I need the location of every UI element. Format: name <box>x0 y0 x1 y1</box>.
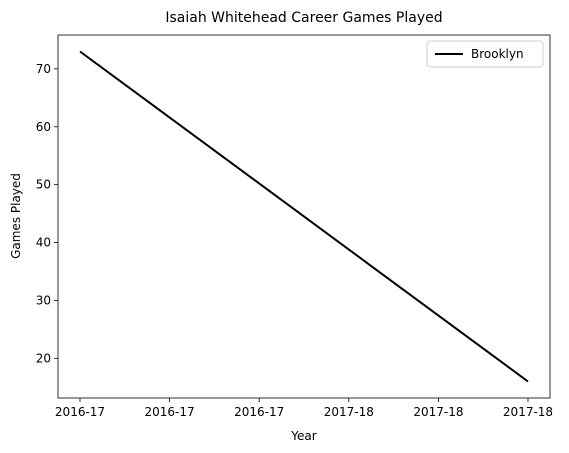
x-tick-label: 2017-18 <box>503 405 553 419</box>
y-tick-label: 70 <box>36 62 51 76</box>
x-axis-label: Year <box>290 429 316 443</box>
y-axis: 20 30 40 50 60 70 <box>36 62 58 365</box>
y-tick-label: 20 <box>36 351 51 365</box>
legend-label: Brooklyn <box>471 47 524 61</box>
x-tick-label: 2016-17 <box>145 405 195 419</box>
y-tick-label: 50 <box>36 178 51 192</box>
series-line-brooklyn <box>79 50 529 383</box>
x-tick-label: 2016-17 <box>234 405 284 419</box>
y-tick-label: 40 <box>36 236 51 250</box>
legend: Brooklyn <box>426 40 544 68</box>
series-group <box>79 50 529 383</box>
chart-title: Isaiah Whitehead Career Games Played <box>165 10 442 26</box>
y-tick-label: 30 <box>36 293 51 307</box>
legend-box <box>426 40 544 68</box>
plot-area <box>57 34 551 399</box>
x-tick-label: 2016-17 <box>55 405 105 419</box>
x-axis: 2016-17 2016-17 2016-17 2017-18 2017-18 2017-… <box>55 398 553 419</box>
x-tick-label: 2017-18 <box>413 405 463 419</box>
y-tick-label: 60 <box>36 120 51 134</box>
y-axis-label: Games Played <box>9 173 23 259</box>
x-tick-label: 2017-18 <box>324 405 374 419</box>
